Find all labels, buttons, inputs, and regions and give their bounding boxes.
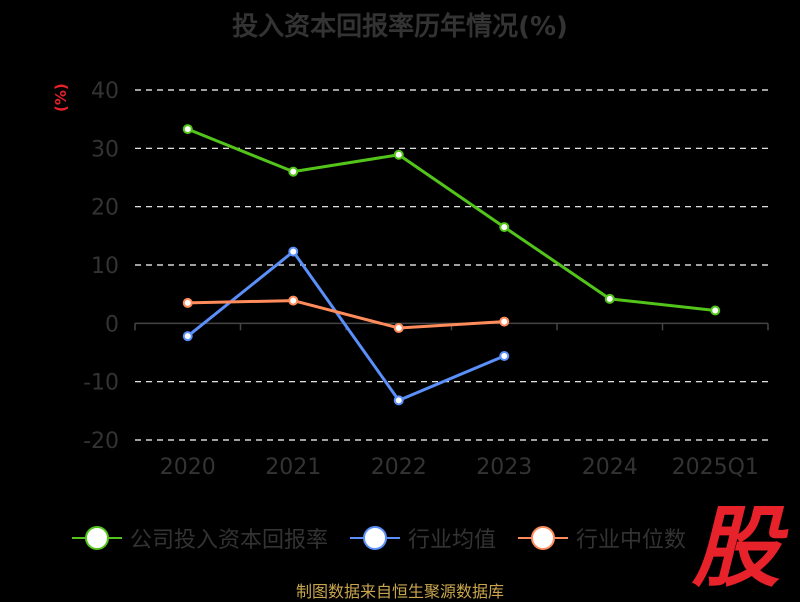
x-tick-label: 2025Q1 [672,455,759,480]
series-line-0 [187,127,716,312]
series-point-1 [393,395,404,406]
y-tick-label: 10 [91,254,119,279]
legend-marker-industry-median [518,523,569,553]
y-axis-label: (%) [52,83,70,112]
chart-title: 投入资本回报率历年情况(%) [232,12,568,42]
source-note: 制图数据来自恒生聚源数据库 [295,582,504,601]
x-tick-label: 2021 [265,455,321,480]
series-line-2 [187,299,505,330]
series-point-0 [499,222,510,233]
x-tick-label: 2020 [160,455,216,480]
legend-marker-industry-mean [350,523,401,553]
legend-dot-industry-median [531,526,556,550]
legend: 公司投入资本回报率 行业均值 行业中位数 [72,522,708,554]
y-tick-label: -20 [83,429,119,454]
x-tick-label: 2024 [582,455,638,480]
series-point-0 [710,305,721,316]
legend-item-company[interactable]: 公司投入资本回报率 [72,522,328,554]
legend-item-industry-median[interactable]: 行业中位数 [518,522,686,554]
series-point-2 [182,297,193,308]
y-tick-label: 20 [91,196,119,221]
series-point-2 [288,295,299,306]
legend-label-industry-mean: 行业均值 [408,528,497,553]
x-tick-label: 2023 [476,455,532,480]
series-point-0 [288,166,299,177]
y-tick-label: 40 [91,79,119,104]
x-tick-label: 2022 [371,455,427,480]
y-tick-label: -10 [83,371,119,396]
series-point-0 [393,149,404,160]
legend-marker-company [72,523,122,553]
legend-label-industry-median: 行业中位数 [576,528,687,553]
legend-dot-industry-mean [363,526,388,550]
series-line-1 [186,250,505,402]
series-point-1 [499,351,510,361]
series-point-1 [288,246,299,257]
series-point-2 [393,323,404,333]
y-tick-label: 0 [105,312,119,337]
series-point-1 [182,331,193,342]
legend-dot-company [85,526,109,550]
brand-logo: 股 [692,496,781,599]
y-tick-label: 30 [91,137,119,162]
legend-item-industry-mean[interactable]: 行业均值 [350,522,496,554]
series-point-0 [182,124,193,135]
legend-label-company: 公司投入资本回报率 [130,528,329,553]
series-point-2 [499,316,510,327]
series-point-0 [604,293,615,304]
